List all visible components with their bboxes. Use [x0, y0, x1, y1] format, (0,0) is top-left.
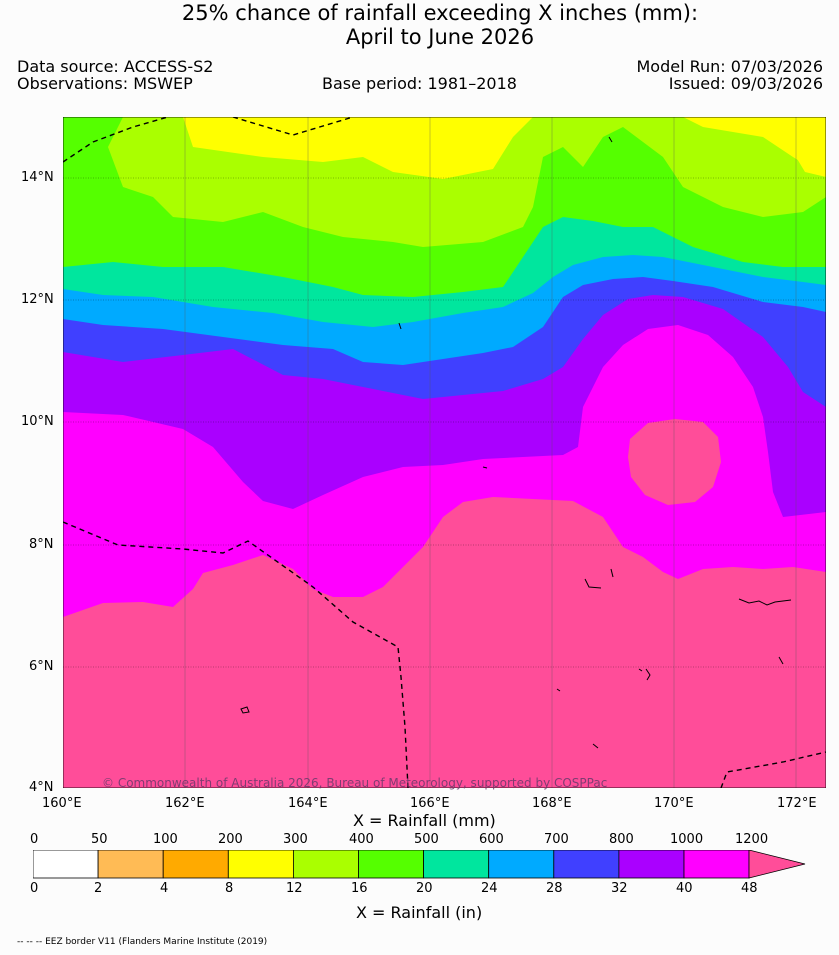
- in-tick-16: 16: [351, 881, 368, 896]
- mm-tick-50: 50: [91, 832, 108, 847]
- in-tick-48: 48: [741, 881, 758, 896]
- colorbar-cell: [97, 850, 164, 879]
- colorbar-cell: [618, 850, 685, 879]
- colorbar-cell: [553, 850, 620, 879]
- lat-tick-4n: 4°N: [29, 780, 54, 795]
- mm-tick-100: 100: [153, 832, 178, 847]
- mm-tick-800: 800: [609, 832, 634, 847]
- in-tick-40: 40: [676, 881, 693, 896]
- colorbar-cell: [227, 850, 294, 879]
- colorbar: [33, 850, 806, 879]
- lat-tick-6n: 6°N: [29, 659, 54, 674]
- lon-tick-160e: 160°E: [42, 796, 82, 811]
- lat-tick-8n: 8°N: [29, 537, 54, 552]
- lon-tick-170e: 170°E: [654, 796, 694, 811]
- in-tick-32: 32: [611, 881, 628, 896]
- observations: Observations: MSWEP: [17, 74, 193, 93]
- in-tick-24: 24: [481, 881, 498, 896]
- lon-tick-164e: 164°E: [288, 796, 328, 811]
- rainfall-map: [63, 117, 826, 788]
- issued: Issued: 09/03/2026: [668, 74, 823, 93]
- in-tick-4: 4: [160, 881, 169, 896]
- in-tick-20: 20: [416, 881, 433, 896]
- in-tick-28: 28: [546, 881, 563, 896]
- band-over-1200mm-island: [628, 419, 721, 505]
- lon-tick-162e: 162°E: [165, 796, 205, 811]
- mm-tick-400: 400: [349, 832, 374, 847]
- eez-border: [63, 117, 826, 788]
- mm-tick-1200: 1200: [735, 832, 769, 847]
- mm-tick-500: 500: [414, 832, 439, 847]
- lon-tick-172e: 172°E: [777, 796, 817, 811]
- lat-tick-10n: 10°N: [21, 414, 54, 429]
- colorbar-extend-arrow: [748, 850, 806, 879]
- colorbar-cell: [162, 850, 229, 879]
- lat-tick-12n: 12°N: [21, 292, 54, 307]
- copyright-notice: © Commonwealth of Australia 2026, Bureau…: [102, 776, 608, 790]
- data-source: Data source: ACCESS-S2: [17, 57, 214, 76]
- colorbar-cell: [358, 850, 424, 879]
- in-tick-12: 12: [286, 881, 303, 896]
- colorbar-cell: [488, 850, 555, 879]
- eez-footnote: -- -- -- EEZ border V11 (Flanders Marine…: [17, 937, 268, 947]
- model-run: Model Run: 07/03/2026: [636, 57, 824, 76]
- base-period: Base period: 1981–2018: [322, 74, 517, 93]
- islands: [240, 136, 792, 749]
- x-label-in: X = Rainfall (in): [356, 903, 483, 922]
- mm-tick-200: 200: [218, 832, 243, 847]
- lat-tick-14n: 14°N: [21, 170, 54, 185]
- colorbar-cell: [292, 850, 359, 879]
- band-over-1200mm: [63, 497, 826, 788]
- in-tick-0: 0: [30, 881, 39, 896]
- chart-title-line1: 25% chance of rainfall exceeding X inche…: [181, 1, 699, 25]
- in-tick-2: 2: [94, 881, 103, 896]
- mm-tick-1000: 1000: [670, 832, 704, 847]
- colorbar-cell: [683, 850, 750, 879]
- colorbar-cell: [423, 850, 490, 879]
- chart-title-line2: April to June 2026: [345, 25, 535, 49]
- colorbar-cell: [33, 850, 99, 879]
- band-200-300mm-patch: [793, 117, 826, 177]
- lon-tick-166e: 166°E: [410, 796, 450, 811]
- in-tick-8: 8: [225, 881, 234, 896]
- lon-tick-168e: 168°E: [532, 796, 572, 811]
- mm-tick-700: 700: [544, 832, 569, 847]
- x-label-mm: X = Rainfall (mm): [353, 811, 496, 830]
- mm-tick-300: 300: [283, 832, 308, 847]
- mm-tick-600: 600: [479, 832, 504, 847]
- mm-tick-0: 0: [30, 832, 39, 847]
